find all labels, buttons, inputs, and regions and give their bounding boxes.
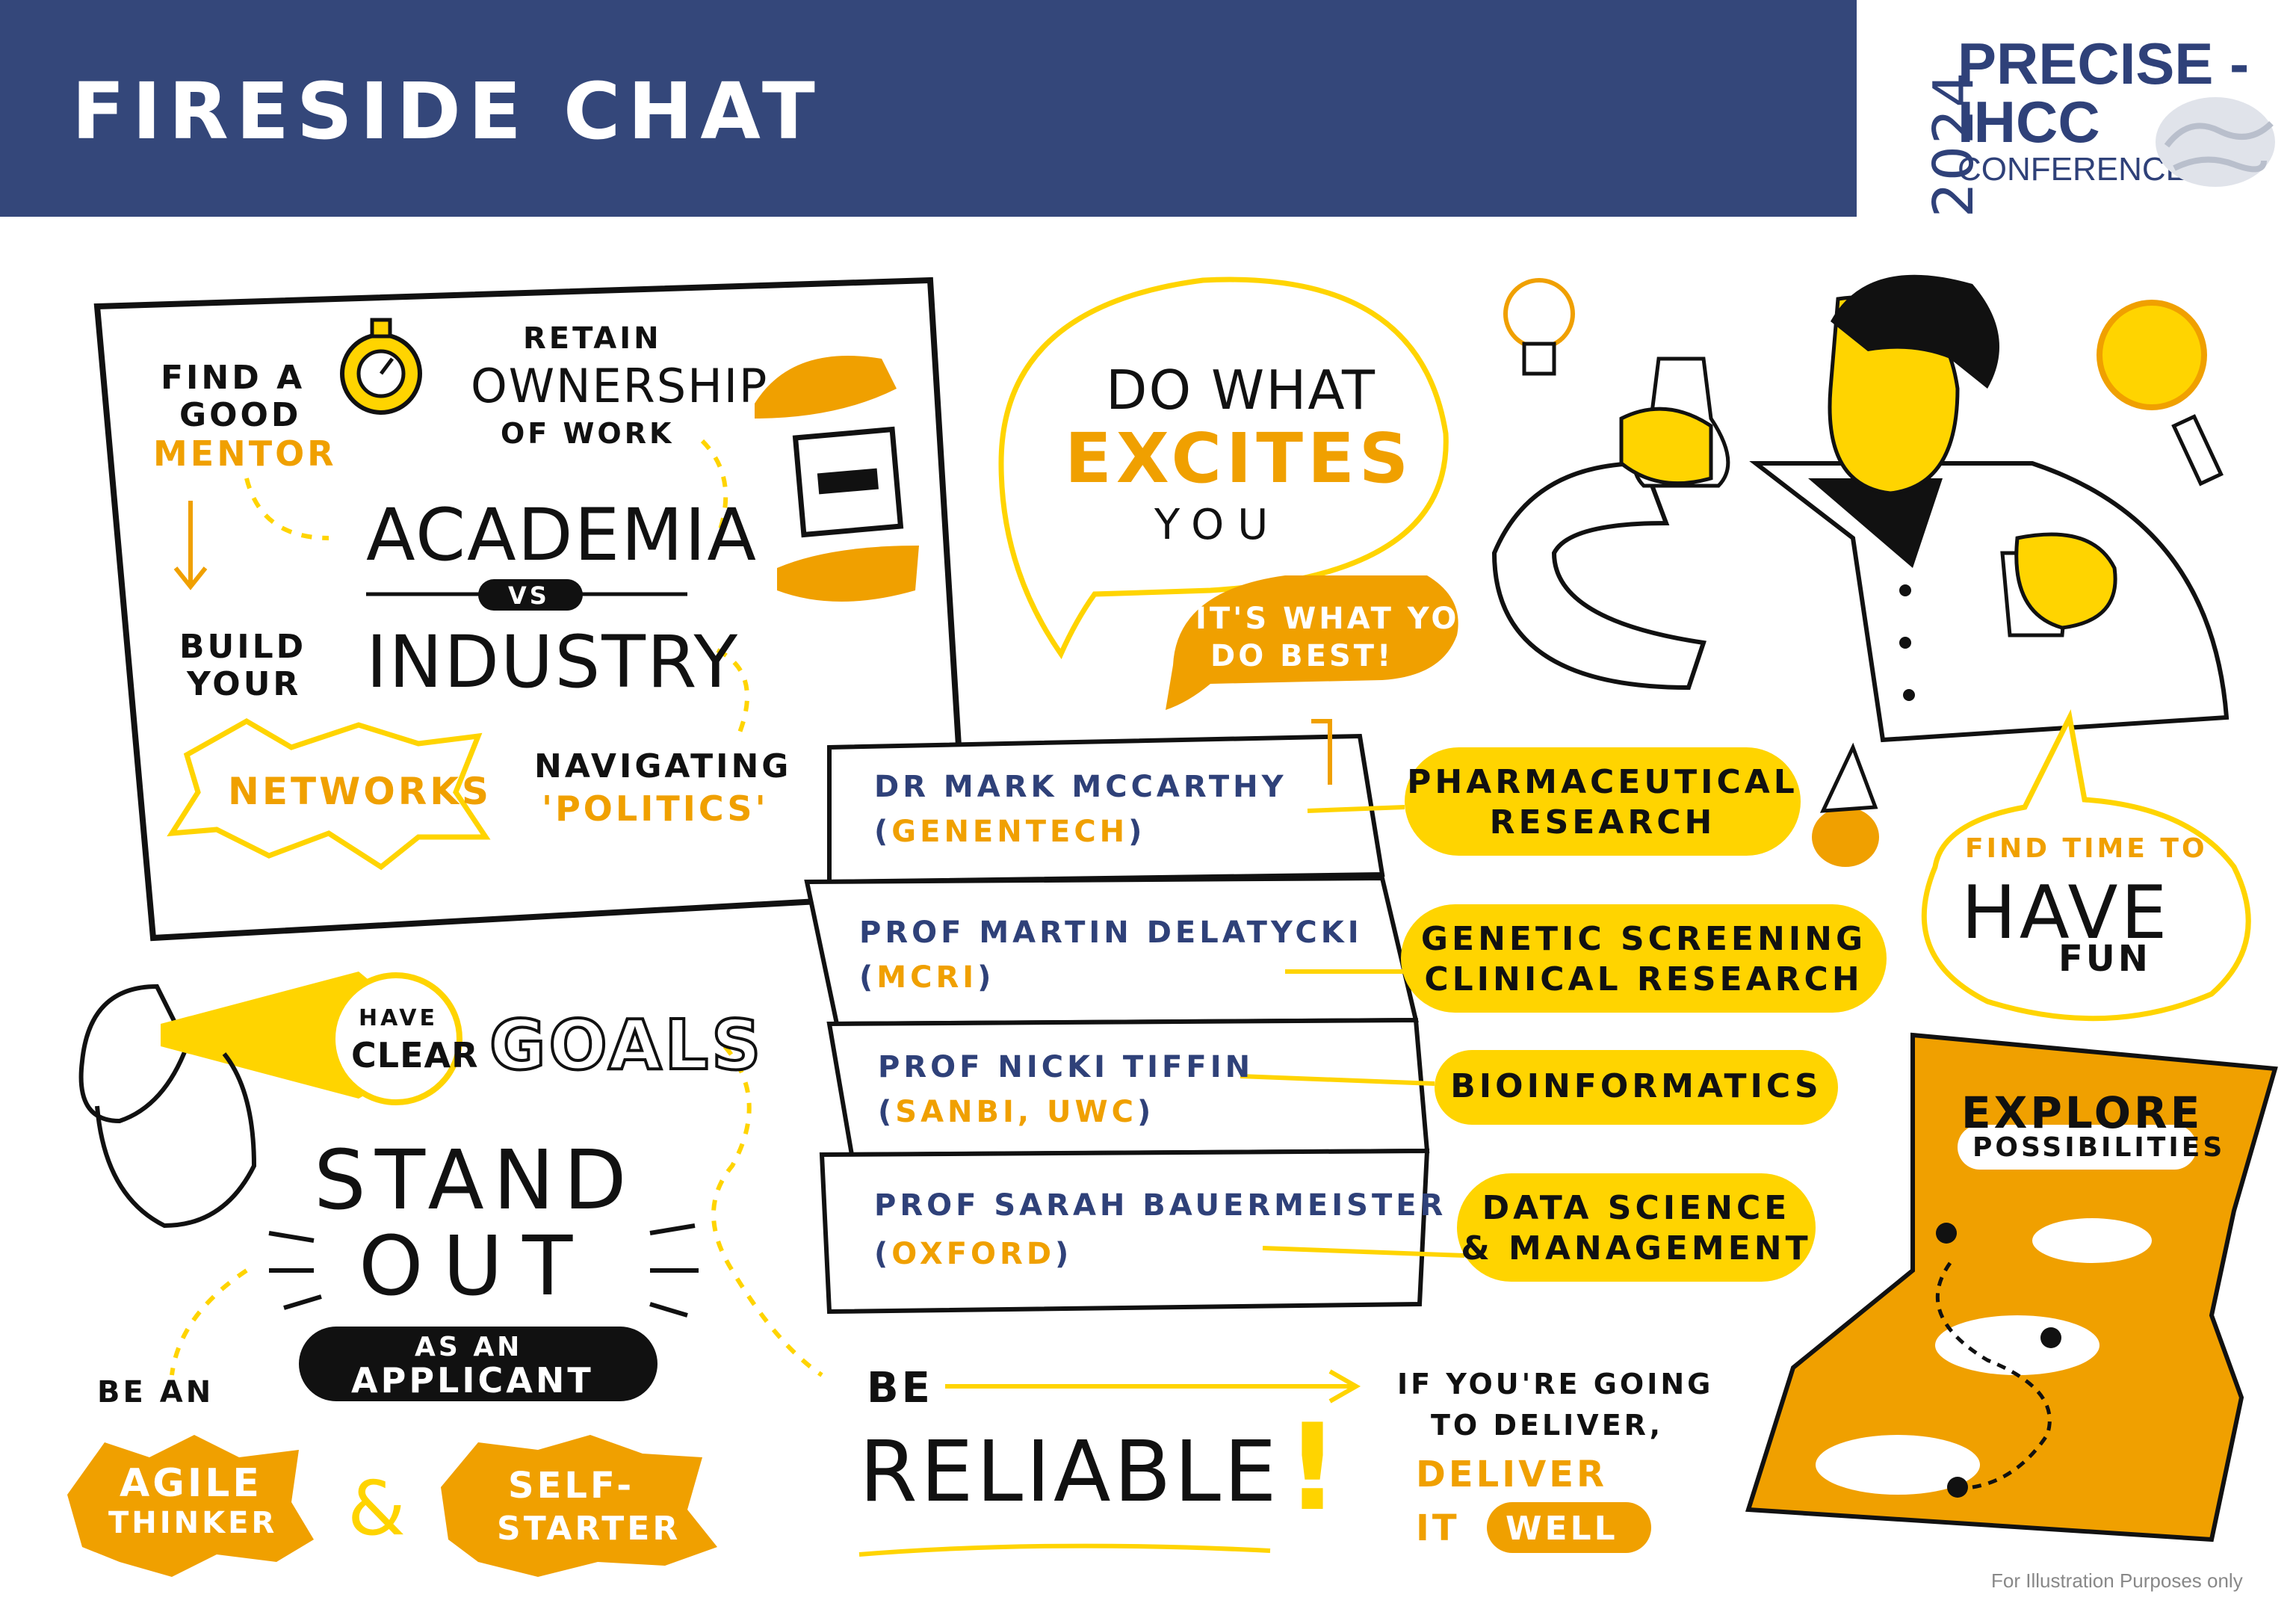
girl-telescope-illustration (78, 972, 462, 1229)
applicant-label: APPLICANT (351, 1360, 594, 1401)
fun-line-1: FIND TIME TO (1965, 833, 2208, 864)
speaker-1-name: DR MARK MCCARTHY (874, 770, 1287, 804)
starter-label: STARTER (497, 1510, 681, 1548)
excites-line-2: EXCITES (1065, 419, 1414, 498)
retain-line-3: OF WORK (501, 417, 675, 450)
reliable-exclaim: ! (1285, 1398, 1343, 1537)
fun-line-2: HAVE (1961, 871, 2170, 956)
navigating-line-1: NAVIGATING (534, 747, 792, 785)
scientist-illustration (1491, 274, 2230, 743)
explore-map (1745, 1032, 2278, 1543)
stand-out-line-1: STAND (314, 1132, 636, 1228)
magnifying-glass-icon (2097, 300, 2224, 487)
deliver-line-5: WELL (1506, 1510, 1618, 1548)
topic-pill-1: PHARMACEUTICAL RESEARCH (1405, 747, 1801, 856)
reliable-label: RELIABLE (859, 1424, 1280, 1521)
excites-line-3: YOU (1154, 501, 1282, 549)
speaker-4-name: PROF SARAH BAUERMEISTER (874, 1188, 1447, 1223)
be-an-label: BE AN (97, 1375, 214, 1409)
agile-label: AGILE (120, 1461, 262, 1506)
topic-pill-2: GENETIC SCREENING CLINICAL RESEARCH (1401, 904, 1887, 1013)
hands-book-icon (755, 356, 919, 602)
page-title: FIRESIDE CHAT (72, 66, 823, 157)
explore-label: EXPLORE (1961, 1087, 2203, 1138)
fun-line-3: FUN (2058, 938, 2151, 980)
possibilities-label: POSSIBILITIES (1972, 1132, 2226, 1163)
retain-line-2: OWNERSHIP (471, 359, 769, 413)
speaker-2-name: PROF MARTIN DELATYCKI (859, 915, 1363, 950)
self-label: SELF- (508, 1465, 635, 1507)
speaker-2-org: (MCRI) (859, 960, 995, 995)
ampersand: & (347, 1465, 409, 1552)
build-line-1: BUILD (179, 628, 307, 666)
academia-label: ACADEMIA (366, 493, 758, 577)
find-mentor-line-2: GOOD (179, 396, 302, 434)
topic-pill-3: BIOINFORMATICS (1435, 1050, 1838, 1125)
stopwatch-icon (340, 318, 422, 415)
goals-have: HAVE (359, 1005, 438, 1031)
logo-line-2: IHCC (1958, 89, 2100, 155)
deliver-line-1: IF YOU'RE GOING (1397, 1368, 1714, 1401)
find-mentor-line-1: FIND A (161, 359, 306, 397)
light-bulb-icon (1503, 278, 1575, 376)
build-line-2: YOUR (187, 665, 302, 703)
deliver-line-3: DELIVER (1416, 1454, 1607, 1495)
speaker-3-org: (SANBI, UWC) (878, 1095, 1155, 1129)
find-mentor-line-3: MENTOR (153, 433, 337, 474)
networks-label: NETWORKS (228, 770, 492, 813)
best-line-1: IT'S WHAT YOU (1195, 602, 1487, 636)
best-line-2: DO BEST! (1210, 639, 1394, 673)
goals-label: GOALS (488, 1004, 764, 1087)
speaker-3-name: PROF NICKI TIFFIN (878, 1050, 1254, 1084)
vs-label: VS (508, 581, 550, 610)
footnote: For Illustration Purposes only (1991, 1569, 2243, 1592)
topic-pill-4: DATA SCIENCE & MANAGEMENT (1457, 1173, 1816, 1282)
deliver-line-2: TO DELIVER, (1431, 1409, 1664, 1442)
header-bar (0, 0, 1857, 217)
be-label: BE (867, 1364, 933, 1412)
as-an-label: AS AN (415, 1332, 523, 1362)
excites-line-1: DO WHAT (1106, 359, 1376, 421)
party-bird-icon (1812, 742, 1879, 867)
logo-line-3: CONFERENCE (1958, 151, 2188, 188)
globe-icon (2156, 97, 2275, 187)
speaker-1-org: (GENENTECH) (874, 815, 1146, 849)
retain-line-1: RETAIN (523, 321, 662, 356)
speaker-4-org: (OXFORD) (874, 1237, 1073, 1271)
thinker-label: THINKER (108, 1506, 278, 1540)
industry-label: INDUSTRY (366, 620, 740, 704)
deliver-line-4: IT (1416, 1507, 1460, 1549)
stand-out-line-2: OUT (359, 1218, 592, 1314)
goals-clear: CLEAR (351, 1035, 479, 1075)
speaker-paper-strip (804, 719, 1430, 1315)
logo-line-1: PRECISE - (1958, 31, 2250, 96)
navigating-line-2: 'POLITICS' (542, 788, 769, 829)
